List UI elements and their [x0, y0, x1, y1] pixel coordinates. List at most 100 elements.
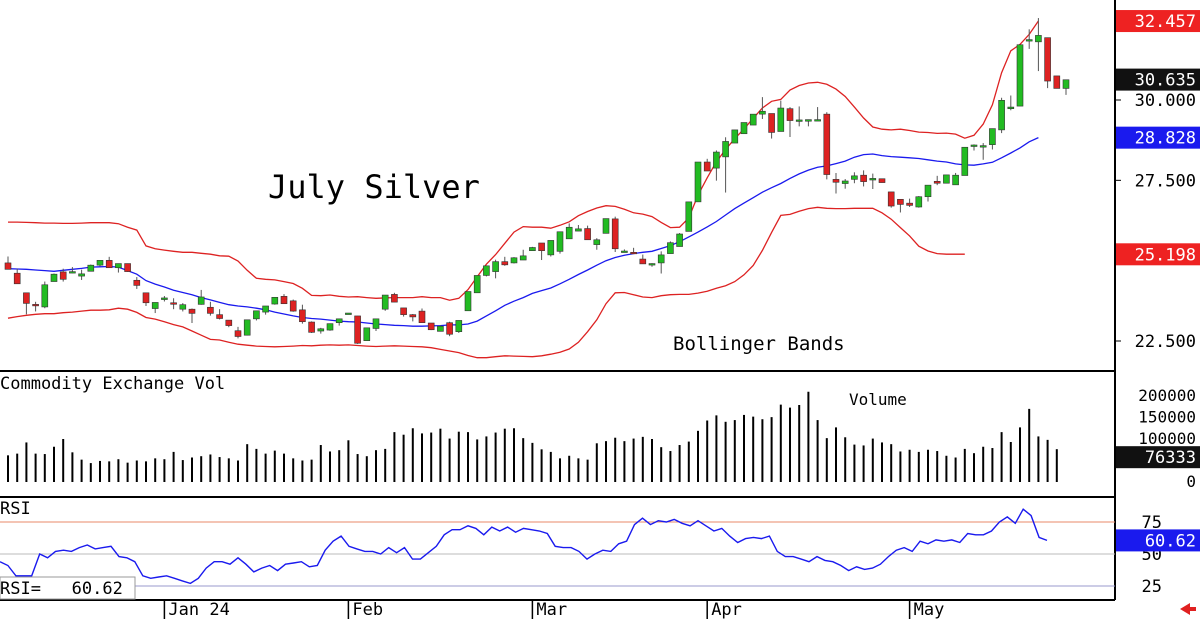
candle [115, 263, 122, 273]
rsi-line [0, 508, 1048, 585]
candle-body [308, 321, 315, 333]
volume-series-label: Volume [849, 390, 907, 409]
candle [207, 301, 214, 316]
chart-title: July Silver [268, 168, 480, 206]
candle-body [464, 291, 472, 312]
price-badge: 32.457 [1116, 10, 1200, 32]
price-badge-bg [1116, 10, 1200, 33]
candle-body [1007, 106, 1015, 109]
candle [464, 291, 472, 312]
candle [943, 174, 950, 184]
candle [345, 312, 352, 315]
candle [529, 246, 536, 252]
candle [50, 273, 58, 282]
candle [814, 107, 821, 122]
candle-body [565, 226, 573, 240]
rsi-badge-bg [1116, 529, 1200, 552]
candle-body [713, 151, 720, 169]
candle-body [584, 228, 591, 241]
candle-body [814, 119, 821, 122]
candle [1016, 44, 1024, 107]
candle-body [805, 119, 812, 122]
candle [611, 216, 619, 252]
candle [253, 310, 260, 321]
candle [326, 323, 334, 331]
candle-body [897, 198, 904, 205]
candle-body [575, 228, 582, 232]
candle-body [556, 231, 564, 252]
candle [998, 97, 1005, 134]
volume-tick-label: 200000 [1138, 386, 1196, 405]
candle [759, 97, 766, 119]
candle-body [611, 218, 619, 250]
volume-badge-bg [1116, 446, 1200, 469]
rsi-panel-label: RSI [0, 499, 31, 519]
candle [1062, 79, 1070, 95]
candle [1053, 75, 1061, 89]
candle-body [161, 297, 168, 300]
rsi-badge: 60.62 [1116, 529, 1200, 552]
price-tick-label: 22.500 [1135, 332, 1196, 352]
candle-body [998, 100, 1005, 131]
candle-body [1053, 75, 1061, 89]
candle-body [142, 292, 150, 304]
candle-body [952, 174, 959, 186]
candle-body [851, 175, 858, 180]
price-badge: 30.635 [1116, 68, 1200, 91]
price-badge-text: 32.457 [1135, 12, 1196, 32]
candle [915, 196, 923, 208]
candle-body [78, 273, 85, 277]
candle-body [961, 146, 969, 176]
candle-body [860, 174, 867, 182]
candle [317, 327, 325, 334]
candle [584, 225, 591, 241]
candle-body [280, 296, 288, 305]
candle-body [179, 304, 187, 310]
candle-body [667, 242, 674, 254]
candle-body [354, 315, 361, 344]
candle-body [759, 110, 766, 115]
scroll-left-arrow-icon[interactable] [1180, 603, 1196, 615]
candle [731, 129, 739, 144]
volume-tick-label: 0 [1186, 472, 1196, 491]
candle-body [400, 307, 407, 315]
volume-axis: 200000150000100000500000 [1138, 386, 1196, 491]
candle [483, 265, 490, 277]
candle [124, 263, 131, 272]
candle [289, 299, 297, 312]
price-badge-bg [1116, 126, 1200, 149]
candle [225, 319, 233, 328]
candle-body [59, 271, 67, 280]
candle [749, 113, 757, 126]
candle [621, 249, 628, 253]
candle [41, 281, 49, 309]
month-label: Apr [711, 600, 742, 619]
candle-body [41, 284, 49, 308]
candle [372, 318, 380, 332]
candle [335, 318, 343, 326]
candle [427, 322, 435, 331]
candle-body [170, 302, 177, 305]
candle [363, 327, 371, 341]
candle [593, 238, 601, 250]
candle-body [253, 310, 260, 320]
candle-body [124, 263, 131, 272]
candle-body [685, 201, 693, 232]
candle-body [795, 119, 803, 122]
candle [685, 201, 693, 232]
candle-body [289, 300, 297, 312]
volume-tick-label: 100000 [1138, 429, 1196, 448]
candle [280, 294, 288, 305]
candle [151, 302, 159, 314]
candle [952, 172, 959, 186]
upper-band-line [8, 20, 1039, 301]
price-badge: 28.828 [1116, 126, 1200, 149]
month-label: Mar [536, 600, 567, 619]
candle-body [23, 292, 30, 304]
candle-body [703, 161, 711, 172]
candle-body [69, 271, 76, 274]
candle [722, 137, 729, 193]
candle-body [299, 309, 306, 323]
